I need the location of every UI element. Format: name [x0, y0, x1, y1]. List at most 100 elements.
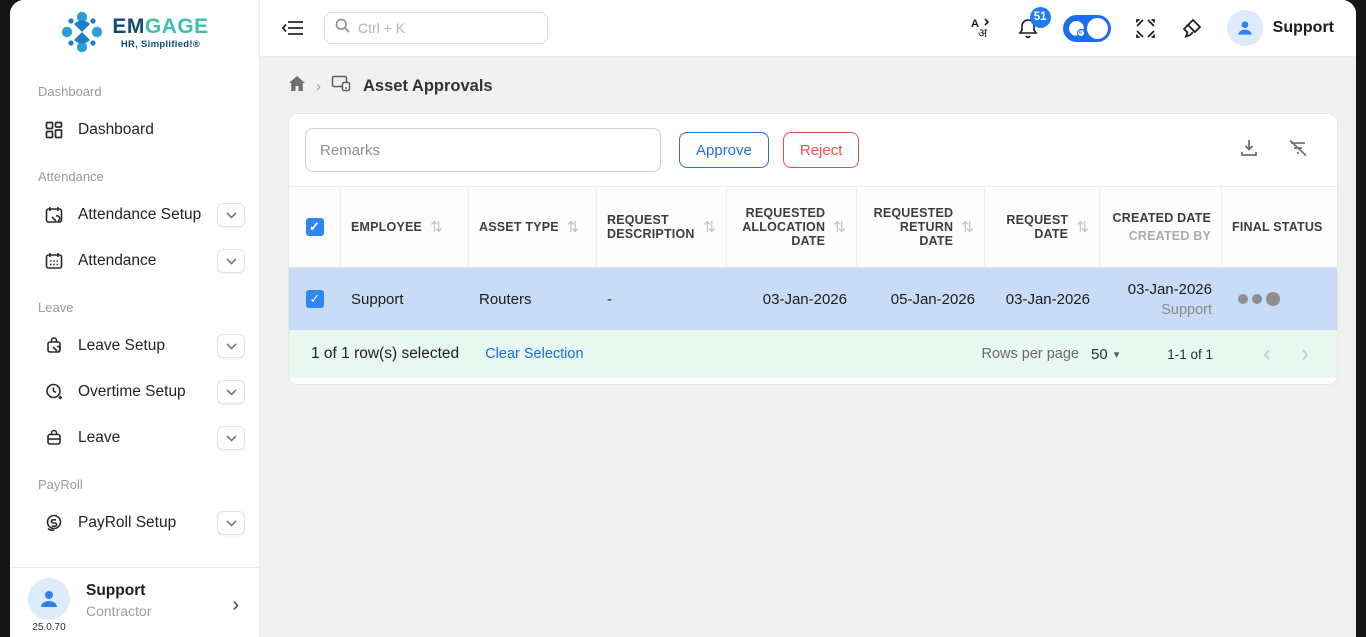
cell-asset-type: Routers	[479, 290, 532, 308]
asset-approvals-card: Approve Reject	[288, 113, 1338, 385]
section-label-leave: Leave	[38, 300, 74, 315]
next-page-icon[interactable]: ›	[1301, 340, 1309, 367]
svg-text:अ: अ	[978, 26, 988, 40]
svg-text:A: A	[971, 18, 979, 30]
user-avatar	[1226, 10, 1263, 46]
briefcase-icon	[42, 426, 66, 450]
sidebar-nav: Dashboard Dashboard Attendance Attendanc…	[10, 60, 259, 567]
sort-icon[interactable]: ⇅	[961, 219, 974, 236]
brand-name: EMGAGE	[112, 15, 208, 39]
caret-down-icon: ▾	[1113, 348, 1120, 361]
column-header-requested-return-date[interactable]: REQUESTED RETURN DATE ⇅	[857, 187, 985, 267]
home-icon[interactable]	[288, 75, 306, 97]
column-header-request-description[interactable]: REQUEST DESCRIPTION ⇅	[597, 187, 727, 267]
app-version: 25.0.70	[32, 622, 66, 633]
column-subheader-created-by: CREATED BY	[1128, 229, 1211, 243]
reject-button[interactable]: Reject	[782, 132, 860, 168]
brand-logo-icon	[62, 11, 103, 53]
status-loading-dots[interactable]	[1232, 292, 1280, 306]
row-checkbox[interactable]: ✓	[306, 290, 324, 308]
topbar-user-name: Support	[1272, 19, 1334, 36]
sidebar-item-payroll-setup[interactable]: PayRoll Setup	[10, 500, 259, 546]
sidebar-item-attendance[interactable]: Attendance	[10, 238, 259, 284]
selection-summary: 1 of 1 row(s) selected	[311, 345, 460, 362]
dashboard-grid-icon	[42, 118, 66, 142]
select-all-checkbox[interactable]: ✓	[305, 218, 324, 236]
brand-gage: GAGE	[144, 14, 209, 38]
clear-selection-link[interactable]: Clear Selection	[485, 346, 584, 362]
row-checkbox-cell: ✓	[289, 268, 341, 330]
cell-employee: Support	[351, 290, 404, 308]
column-header-request-date[interactable]: REQUEST DATE ⇅	[985, 187, 1100, 267]
translate-icon[interactable]: A अ	[969, 16, 993, 40]
sidebar-item-leave[interactable]: Leave	[10, 415, 259, 461]
pagination-range: 1-1 of 1	[1167, 346, 1213, 362]
search-input[interactable]	[358, 20, 537, 36]
sidebar-item-leave-setup[interactable]: Leave Setup	[10, 323, 259, 369]
breadcrumb-chevron-icon: ›	[316, 77, 321, 95]
notifications-bell-icon[interactable]: 51	[1017, 6, 1051, 40]
user-avatar	[28, 578, 70, 620]
clock-plus-icon	[42, 380, 66, 404]
table-header-row: ✓ EMPLOYEE ⇅ ASSET TYPE ⇅ REQUEST DESCRI…	[289, 186, 1337, 268]
sort-icon[interactable]: ⇅	[430, 219, 443, 236]
notification-count-badge: 51	[1029, 6, 1051, 28]
chevron-down-icon[interactable]	[217, 380, 245, 404]
calendar-wrench-icon	[42, 203, 66, 227]
sidebar-item-label: Attendance	[78, 252, 157, 269]
table-toolbar: Approve Reject	[289, 114, 1337, 186]
cell-created-date: 03-Jan-2026 Support	[1127, 280, 1212, 318]
sort-icon[interactable]: ⇅	[1076, 219, 1089, 236]
rows-per-page-label: Rows per page	[981, 346, 1079, 362]
brand-em: EM	[112, 14, 145, 38]
sort-icon[interactable]: ⇅	[833, 219, 846, 236]
sidebar-item-attendance-setup[interactable]: Attendance Setup	[10, 192, 259, 238]
sidebar-collapse-icon[interactable]	[282, 19, 304, 37]
column-header-asset-type[interactable]: ASSET TYPE ⇅	[469, 187, 597, 267]
chevron-down-icon[interactable]	[217, 249, 245, 273]
cell-request-description: -	[607, 290, 612, 308]
sidebar-user-card[interactable]: 25.0.70 Support Contractor ›	[10, 567, 259, 637]
sidebar-item-overtime-setup[interactable]: Overtime Setup	[10, 369, 259, 415]
cell-requested-return-date: 05-Jan-2026	[890, 290, 975, 308]
approve-button[interactable]: Approve	[679, 132, 769, 168]
topbar: A अ 51 e	[260, 0, 1356, 57]
remarks-input[interactable]	[305, 128, 661, 172]
sort-icon[interactable]: ⇅	[566, 219, 580, 236]
column-header-employee[interactable]: EMPLOYEE ⇅	[341, 187, 469, 267]
fullscreen-icon[interactable]	[1135, 18, 1156, 39]
cell-request-date: 03-Jan-2026	[1005, 290, 1090, 308]
chevron-right-icon[interactable]: ›	[232, 594, 239, 616]
chevron-down-icon[interactable]	[217, 511, 245, 535]
column-header-requested-allocation-date[interactable]: REQUESTED ALLOCATION DATE ⇅	[727, 187, 857, 267]
previous-page-icon[interactable]: ‹	[1263, 340, 1271, 367]
download-icon[interactable]	[1239, 138, 1259, 163]
rows-per-page-select[interactable]: 50 ▾	[1091, 345, 1120, 363]
devices-icon	[331, 75, 351, 97]
section-label-dashboard: Dashboard	[38, 84, 102, 99]
theme-brush-icon[interactable]	[1180, 17, 1203, 40]
topbar-user[interactable]: Support	[1226, 10, 1334, 46]
global-search[interactable]	[324, 12, 548, 44]
cell-final-status	[1222, 268, 1337, 330]
table-row[interactable]: ✓ Support Routers - 03-Jan-2026 05-Jan-2…	[289, 268, 1337, 330]
column-header-created-date[interactable]: CREATED DATE CREATED BY	[1100, 187, 1222, 267]
brand-tagline: HR, Simplified!®	[120, 38, 201, 50]
bag-wrench-icon	[42, 334, 66, 358]
sidebar-item-dashboard[interactable]: Dashboard	[10, 107, 259, 153]
section-label-attendance: Attendance	[38, 169, 104, 184]
content-pane: A अ 51 e	[260, 0, 1356, 637]
chevron-down-icon[interactable]	[217, 334, 245, 358]
sort-icon[interactable]: ⇅	[703, 219, 716, 236]
clear-filter-icon[interactable]	[1287, 138, 1309, 163]
table-footer: 1 of 1 row(s) selected Clear Selection R…	[289, 330, 1337, 378]
cell-created-by: Support	[1161, 301, 1212, 318]
chevron-down-icon[interactable]	[217, 426, 245, 450]
theme-toggle[interactable]: e	[1062, 14, 1111, 42]
section-label-payroll: PayRoll	[38, 477, 83, 492]
sidebar: EMGAGE HR, Simplified!® Dashboard Dashbo…	[10, 0, 260, 637]
calendar-icon	[42, 249, 66, 273]
chevron-down-icon[interactable]	[217, 203, 245, 227]
main-content: › Asset Approvals Approve Reject	[260, 57, 1356, 637]
sidebar-item-label: Dashboard	[78, 121, 154, 138]
